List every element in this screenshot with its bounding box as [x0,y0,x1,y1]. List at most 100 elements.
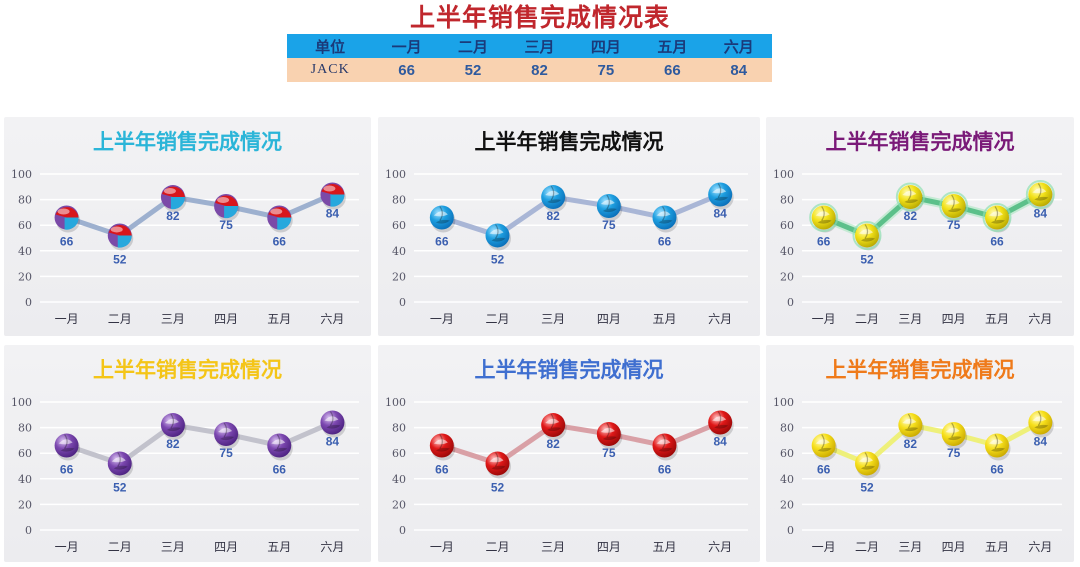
data-point-marker[interactable] [939,191,969,222]
data-point-marker[interactable] [54,205,81,233]
header-cell: 五月 [639,34,706,58]
data-point-marker[interactable] [54,433,81,461]
data-label: 82 [546,437,560,451]
y-tick-label: 40 [18,473,32,486]
x-tick-label: 一月 [812,312,836,326]
x-tick-label: 五月 [652,540,676,554]
y-tick-label: 0 [787,524,794,537]
value-cell: 66 [373,58,440,82]
x-tick-label: 六月 [320,540,344,554]
y-tick-label: 20 [392,270,406,283]
y-tick-label: 0 [787,296,794,309]
x-tick-label: 五月 [267,540,291,554]
header-cell: 一月 [373,34,440,58]
value-cell: 75 [572,58,640,82]
page-title: 上半年销售完成情况表 [409,3,670,32]
data-point-marker[interactable] [429,205,456,233]
data-point-marker[interactable] [941,422,968,449]
data-label: 66 [273,463,287,477]
chart-title: 上半年销售完成情况 [93,358,282,382]
x-tick-label: 四月 [214,540,238,554]
x-tick-label: 三月 [541,312,565,326]
data-label: 66 [435,463,449,477]
data-point-marker[interactable] [652,205,679,233]
data-point-marker[interactable] [320,410,346,438]
data-point-marker[interactable] [809,203,839,233]
data-label: 82 [546,209,560,223]
data-label: 52 [860,252,874,266]
data-label: 75 [219,446,233,460]
data-point-marker[interactable] [485,451,512,479]
x-tick-label: 二月 [485,540,509,554]
x-tick-label: 三月 [161,540,185,554]
data-label: 75 [602,218,616,232]
data-label: 84 [713,206,727,220]
data-point-marker[interactable] [107,451,134,479]
data-point-marker[interactable] [214,194,240,221]
data-point-marker[interactable] [1028,410,1054,438]
data-point-marker[interactable] [541,413,567,441]
line-chart: 0 20 40 60 80 100 一月 二月 三月 四月 五月 六月 66 52 82 75 66 84 [773,168,1062,326]
y-tick-label: 100 [773,168,794,181]
x-tick-label: 四月 [597,540,621,554]
data-point-marker[interactable] [596,194,623,221]
chart-panel-4[interactable]: 上半年销售完成情况 0 20 40 60 80 100 一月 二月 三月 四月 五月 六月 66 52 82… [4,345,371,562]
y-tick-label: 20 [18,270,32,283]
data-point-marker[interactable] [160,413,187,441]
data-point-marker[interactable] [107,223,134,251]
y-tick-label: 0 [399,524,406,537]
y-tick-label: 40 [392,245,406,258]
data-point-marker[interactable] [652,433,679,461]
x-tick-label: 二月 [108,540,132,554]
data-point-marker[interactable] [895,182,925,213]
data-point-marker[interactable] [708,182,734,210]
x-tick-label: 六月 [1028,540,1052,554]
data-point-marker[interactable] [898,413,924,441]
data-point-marker[interactable] [985,433,1011,461]
data-point-marker[interactable] [596,422,623,449]
data-point-marker[interactable] [485,223,512,251]
data-point-marker[interactable] [541,185,567,213]
x-tick-label: 二月 [485,312,509,326]
chart-panel-6[interactable]: 上半年销售完成情况 0 20 40 60 80 100 一月 二月 三月 四月 五月 六月 66 52 82… [766,345,1074,562]
data-point-marker[interactable] [852,220,882,251]
x-tick-label: 一月 [430,540,454,554]
x-tick-label: 一月 [812,540,836,554]
x-tick-label: 四月 [942,312,966,326]
chart-title: 上半年销售完成情况 [474,130,664,154]
chart-panel-5[interactable]: 上半年销售完成情况 0 20 40 60 80 100 一月 二月 三月 四月 五月 六月 66 52 82… [378,345,760,562]
data-point-marker[interactable] [320,182,346,210]
data-point-marker[interactable] [160,185,187,213]
data-point-marker[interactable] [982,203,1012,233]
y-tick-label: 80 [18,194,32,207]
x-tick-label: 六月 [708,540,732,554]
value-cell: 52 [439,58,507,82]
header-cell: 六月 [705,34,772,58]
data-point-marker[interactable] [855,451,881,479]
data-label: 66 [60,235,74,249]
data-label: 66 [817,235,831,249]
data-point-marker[interactable] [267,205,293,233]
data-point-marker[interactable] [708,410,734,438]
x-tick-label: 一月 [55,540,79,554]
data-label: 52 [491,252,505,266]
data-label: 66 [990,235,1004,249]
chart-panel-2[interactable]: 上半年销售完成情况 0 20 40 60 80 100 一月 二月 三月 四月 五月 六月 66 52 82… [378,117,760,336]
x-tick-label: 三月 [161,312,185,326]
y-tick-label: 40 [18,245,32,258]
data-label: 82 [904,209,918,223]
data-point-marker[interactable] [267,433,293,461]
data-point-marker[interactable] [1025,179,1055,210]
data-label: 66 [435,235,449,249]
data-label: 66 [273,235,287,249]
data-point-marker[interactable] [811,433,838,461]
chart-panel-3[interactable]: 上半年销售完成情况 0 20 40 60 80 100 一月 二月 三月 四月 五月 六月 66 52 82… [766,117,1074,336]
series-line [65,192,334,238]
y-tick-label: 60 [780,447,794,460]
y-tick-label: 40 [780,473,794,486]
y-tick-label: 60 [18,447,32,460]
chart-panel-1[interactable]: 上半年销售完成情况 0 20 40 60 80 100 一月 二月 三月 四月 五月 六月 66 52 82… [4,117,371,336]
chart-title: 上半年销售完成情况 [825,130,1015,154]
data-point-marker[interactable] [214,422,240,449]
data-point-marker[interactable] [429,433,456,461]
